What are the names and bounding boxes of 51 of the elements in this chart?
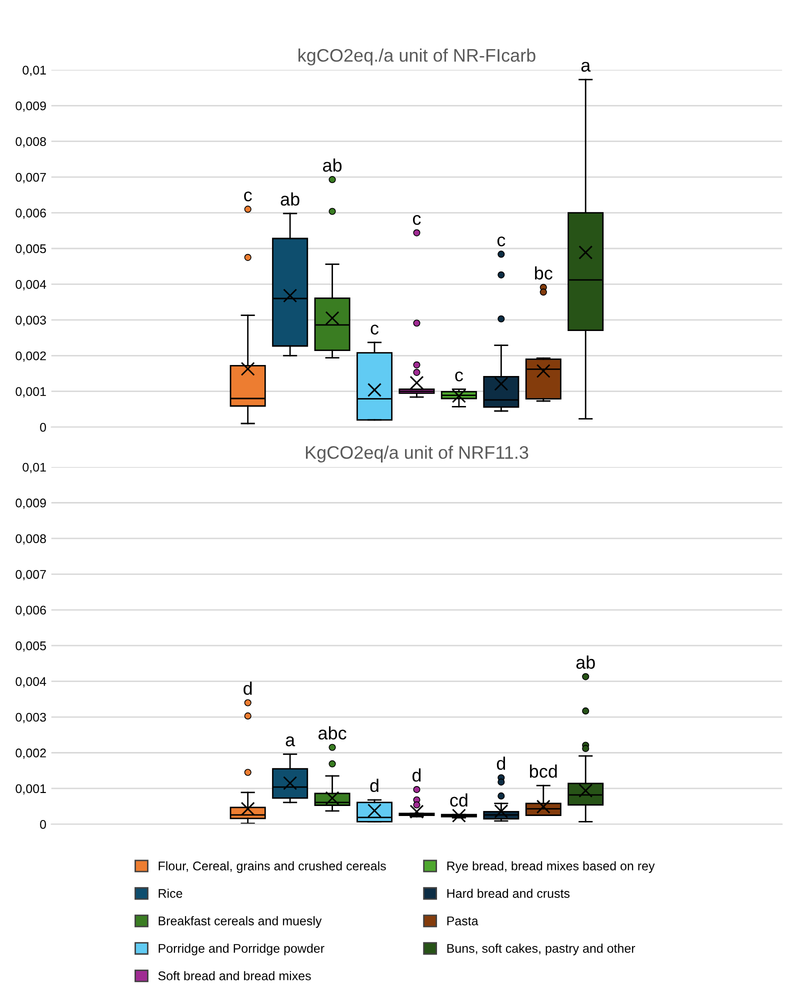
annotation: d — [496, 756, 506, 770]
annotation: ab — [576, 656, 595, 669]
annotation: abc — [318, 726, 346, 740]
legend-label: Rice — [158, 888, 182, 898]
annotation: ab — [280, 192, 300, 206]
annotation: d — [244, 682, 252, 695]
annotation: c — [412, 215, 421, 225]
annotation: bcd — [530, 764, 557, 778]
legend-label: Porridge and Porridge powder — [158, 944, 324, 956]
y-tick-label: 0,004 — [16, 280, 46, 290]
y-tick-label: 0 — [40, 820, 46, 829]
y-tick-label: 0,001 — [16, 784, 46, 795]
y-tick-label: 0,008 — [16, 534, 46, 545]
y-tick-label: 0,009 — [16, 498, 46, 509]
legend-label: Rye bread, bread mixes based on rey — [447, 861, 655, 873]
annotation: bc — [535, 266, 552, 280]
annotation: c — [244, 191, 252, 202]
y-tick-label: 0,01 — [22, 462, 46, 474]
y-tick-label: 0,003 — [16, 316, 46, 326]
y-tick-label: 0,009 — [16, 101, 46, 112]
y-tick-label: 0,003 — [16, 712, 46, 724]
legend-label: Buns, soft cakes, pastry and other — [447, 944, 636, 956]
legend-label: Flour, Cereal, grains and crushed cereals — [158, 861, 386, 873]
annotation: cd — [450, 793, 468, 807]
y-tick-label: 0,008 — [16, 137, 46, 148]
chart-title: KgCO2eq/a unit of NRF11.3 — [306, 446, 528, 462]
y-tick-label: 0,007 — [16, 172, 46, 184]
annotation: d — [370, 778, 378, 792]
y-tick-label: 0,004 — [16, 677, 46, 688]
y-tick-label: 0 — [40, 422, 46, 432]
y-tick-label: 0,005 — [16, 641, 46, 652]
legend-label: Soft bread and bread mixes — [158, 971, 311, 980]
y-tick-label: 0,005 — [16, 244, 46, 255]
y-tick-label: 0,007 — [16, 570, 46, 580]
annotation: a — [286, 736, 296, 746]
annotation: d — [412, 768, 421, 782]
annotation: a — [581, 62, 591, 72]
chart-title: kgCO2eq./a unit of NR-FIcarb — [298, 48, 536, 66]
y-tick-label: 0,001 — [16, 387, 46, 398]
y-tick-label: 0,002 — [16, 748, 46, 759]
legend-label: Breakfast cereals and muesly — [158, 916, 322, 928]
y-tick-label: 0,002 — [16, 351, 46, 362]
legend-label: Pasta — [447, 916, 478, 926]
annotation: c — [370, 324, 379, 335]
annotation: ab — [323, 158, 342, 172]
annotation: c — [455, 371, 463, 382]
annotation: c — [497, 236, 506, 246]
y-tick-label: 0,006 — [16, 208, 46, 219]
y-tick-label: 0,01 — [22, 66, 46, 76]
y-tick-label: 0,006 — [16, 606, 46, 616]
legend-label: Hard bread and crusts — [447, 888, 570, 898]
